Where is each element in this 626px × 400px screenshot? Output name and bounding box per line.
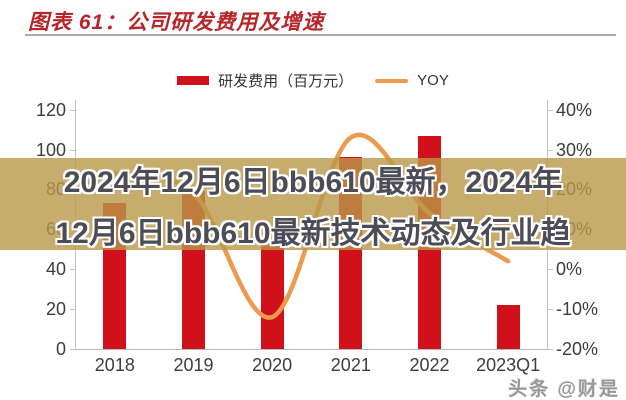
y-right-tick-mark: [548, 309, 553, 311]
y-right-tick-label: -10%: [556, 299, 599, 320]
x-tick-label-2019: 2019: [173, 355, 214, 375]
y-right-tick-label: 30%: [556, 139, 593, 160]
y-right-tick-mark: [548, 109, 553, 111]
header-divider: [25, 34, 616, 36]
chart-title: 图表 61：公司研发费用及增速: [28, 11, 325, 34]
y-left-tick-label: 20: [45, 299, 66, 320]
x-tick-label-2020: 2020: [252, 355, 293, 375]
x-tick-label-2021: 2021: [330, 355, 371, 375]
overlay-banner: 2024年12月6日bbb610最新，2024年 12月6日bbb610最新技术…: [0, 158, 626, 250]
bar-swatch-icon: [177, 76, 210, 85]
x-tick-label-2022: 2022: [409, 355, 450, 375]
bar-2020: [260, 239, 284, 349]
y-left-tick-label: 40: [45, 259, 66, 280]
x-axis-line: [75, 349, 548, 350]
x-tick-label-2018: 2018: [94, 355, 135, 375]
overlay-title-line2: 12月6日bbb610最新技术动态及行业趋: [55, 216, 571, 250]
legend-line-label: YOY: [417, 72, 449, 89]
legend-item-bar: 研发费用（百万元）: [177, 70, 353, 91]
legend-item-line: YOY: [375, 72, 449, 89]
y-right-tick-mark: [548, 269, 553, 271]
y-right-tick-label: 40%: [556, 99, 593, 120]
y-right-tick-mark: [548, 349, 553, 350]
y-left-tick-label: 120: [35, 99, 66, 120]
bar-2023Q1: [496, 305, 520, 349]
y-right-tick-mark: [548, 149, 553, 151]
x-tick-label-2023Q1: 2023Q1: [476, 355, 541, 375]
y-right-tick-label: -20%: [556, 339, 599, 359]
y-left-tick-mark: [70, 109, 75, 111]
legend: 研发费用（百万元） YOY: [0, 70, 626, 91]
y-right-tick-label: 0%: [556, 259, 583, 280]
legend-bar-label: 研发费用（百万元）: [218, 73, 354, 90]
y-left-tick-label: 0: [55, 339, 66, 359]
y-left-tick-mark: [70, 349, 75, 350]
y-left-tick-mark: [70, 309, 75, 311]
y-left-tick-mark: [70, 269, 75, 271]
y-left-tick-mark: [70, 149, 75, 151]
line-swatch-icon: [375, 78, 409, 83]
watermark: 头条 @财是: [508, 379, 620, 400]
overlay-title-line1: 2024年12月6日bbb610最新，2024年: [63, 165, 563, 199]
y-left-tick-label: 100: [35, 139, 66, 160]
